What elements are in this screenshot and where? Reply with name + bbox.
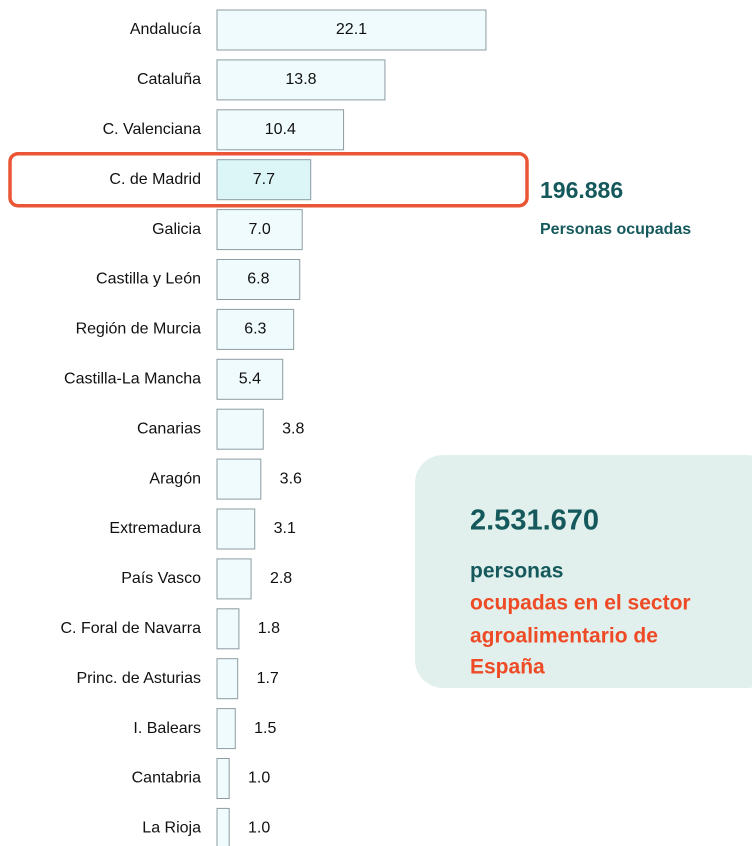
category-label: Extremadura bbox=[109, 520, 201, 537]
category-label: Galicia bbox=[152, 221, 201, 238]
bar bbox=[216, 209, 303, 251]
category-label: Aragón bbox=[149, 470, 201, 487]
value-label: 3.6 bbox=[280, 470, 302, 487]
bar bbox=[216, 708, 236, 750]
summary-line: ocupadas en el sector bbox=[470, 592, 691, 615]
category-label: C. Foral de Navarra bbox=[61, 620, 202, 637]
category-label: Cantabria bbox=[132, 770, 201, 787]
bar bbox=[216, 358, 284, 400]
category-label: C. de Madrid bbox=[109, 171, 201, 188]
bar bbox=[216, 558, 252, 600]
value-label: 1.0 bbox=[248, 770, 270, 787]
callout-value: 196.886 bbox=[540, 177, 623, 203]
summary-line: España bbox=[470, 656, 545, 679]
category-label: C. Valenciana bbox=[103, 121, 202, 138]
bar bbox=[216, 408, 264, 450]
bar bbox=[216, 758, 230, 799]
bar bbox=[216, 807, 230, 846]
category-label: Castilla-La Mancha bbox=[64, 371, 201, 388]
category-label: País Vasco bbox=[121, 570, 201, 587]
summary-line: agroalimentario de bbox=[470, 625, 658, 648]
bar bbox=[216, 9, 487, 51]
summary-value: 2.531.670 bbox=[470, 505, 599, 537]
category-label: Princ. de Asturias bbox=[77, 670, 202, 687]
bar bbox=[216, 458, 262, 500]
category-label: Cataluña bbox=[137, 71, 201, 88]
value-label: 6.3 bbox=[244, 321, 266, 338]
value-label: 13.8 bbox=[285, 71, 316, 88]
callout-label: Personas ocupadas bbox=[540, 221, 691, 238]
bar bbox=[216, 259, 301, 300]
bar bbox=[216, 159, 312, 201]
bar bbox=[216, 508, 256, 550]
value-label: 1.7 bbox=[257, 670, 279, 687]
category-label: La Rioja bbox=[142, 820, 201, 837]
value-label: 7.0 bbox=[248, 221, 270, 238]
bar bbox=[216, 608, 240, 650]
bar bbox=[216, 59, 386, 101]
value-label: 3.8 bbox=[282, 420, 304, 437]
highlight-frame bbox=[8, 151, 529, 208]
value-label: 1.5 bbox=[254, 720, 276, 737]
value-label: 22.1 bbox=[336, 21, 367, 38]
bar bbox=[216, 308, 295, 350]
category-label: Castilla y León bbox=[96, 271, 201, 288]
category-label: Canarias bbox=[137, 420, 201, 437]
summary-label: personas bbox=[470, 560, 563, 583]
value-label: 7.7 bbox=[253, 171, 275, 188]
value-label: 2.8 bbox=[270, 570, 292, 587]
bar bbox=[216, 109, 345, 151]
value-label: 10.4 bbox=[265, 121, 296, 138]
value-label: 5.4 bbox=[239, 371, 261, 388]
category-label: I. Balears bbox=[133, 720, 201, 737]
value-label: 3.1 bbox=[274, 520, 296, 537]
value-label: 1.8 bbox=[258, 620, 280, 637]
category-label: Andalucía bbox=[130, 21, 201, 38]
value-label: 6.8 bbox=[247, 271, 269, 288]
summary-box bbox=[415, 455, 752, 688]
value-label: 1.0 bbox=[248, 820, 270, 837]
category-label: Región de Murcia bbox=[76, 321, 202, 338]
bar bbox=[216, 658, 239, 700]
